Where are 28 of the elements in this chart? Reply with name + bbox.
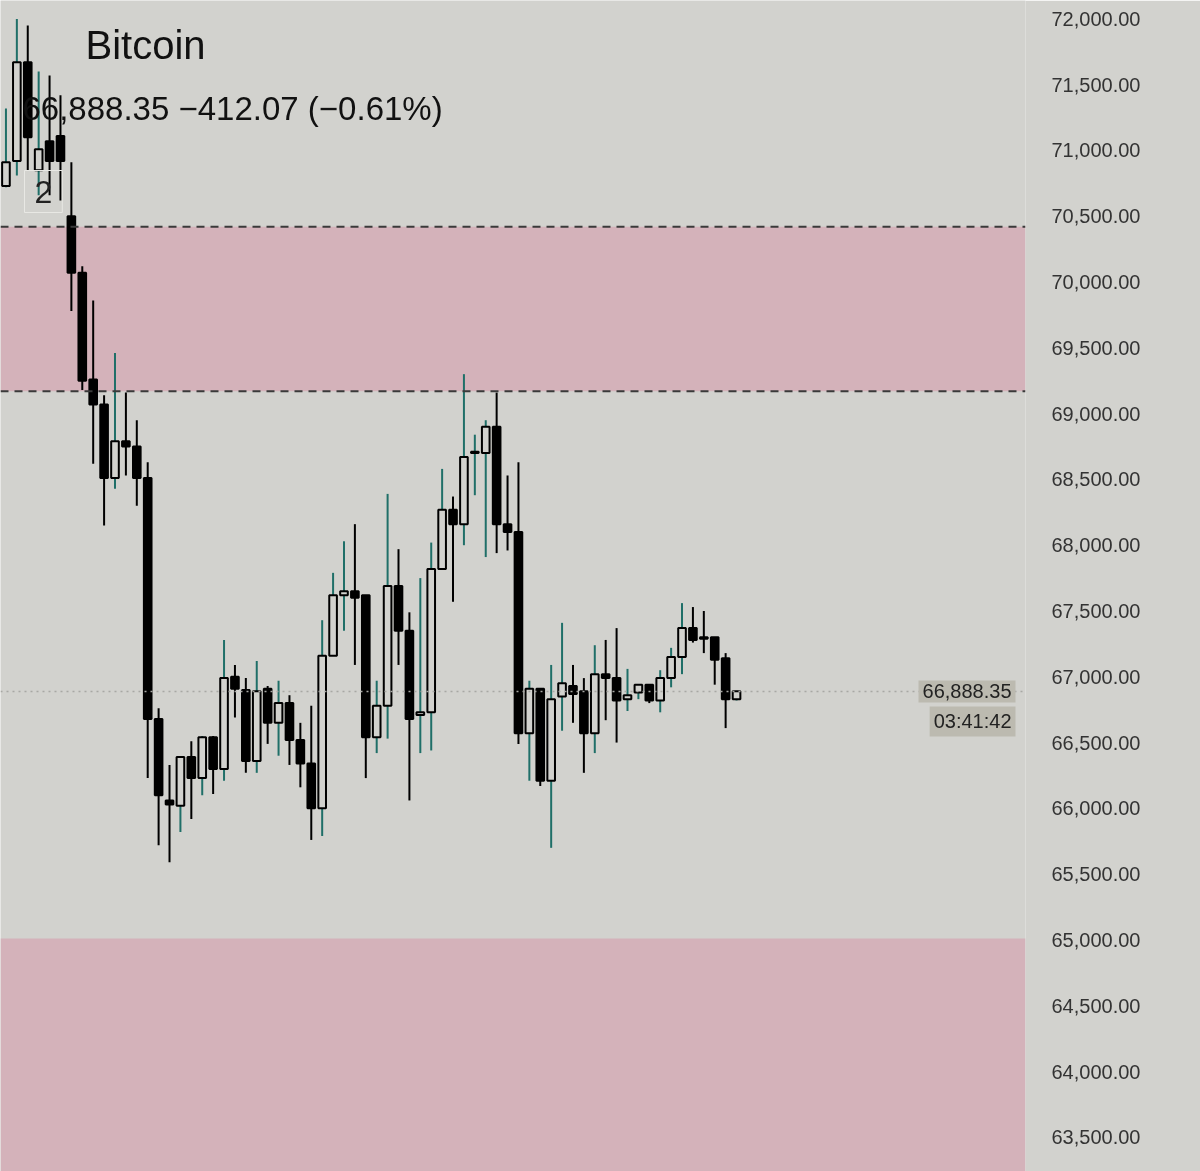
y-tick-label: 68,000.00 (1051, 534, 1141, 557)
y-tick-label: 72,000.00 (1051, 7, 1141, 30)
y-tick-label: 70,500.00 (1051, 205, 1141, 228)
y-tick-label: 71,000.00 (1051, 139, 1141, 162)
y-tick-label: 69,500.00 (1051, 336, 1141, 359)
text: Bitcoin (85, 22, 206, 67)
y-tick-label: 70,000.00 (1051, 271, 1141, 294)
candlestick (164, 763, 175, 864)
y-tick-label: 68,500.00 (1051, 468, 1141, 491)
y-tick-label: 71,500.00 (1051, 73, 1141, 96)
candlestick (273, 679, 284, 757)
y-tick-label: 65,500.00 (1051, 863, 1141, 886)
y-tick-label: 69,000.00 (1051, 402, 1141, 425)
annotation: 2 (34, 173, 53, 210)
candlestick (502, 474, 513, 552)
ref-line-label: 66,888.35 (922, 680, 1012, 703)
candlestick (622, 667, 633, 712)
y-tick-label: 63,500.00 (1051, 1126, 1141, 1149)
y-tick-label: 66,000.00 (1051, 797, 1141, 820)
candlestick (666, 646, 676, 689)
y-tick-label: 64,000.00 (1051, 1060, 1141, 1083)
y-tick-label: 67,000.00 (1051, 665, 1141, 688)
y-tick-label: 66,500.00 (1051, 731, 1141, 754)
y-tick-label: 65,000.00 (1051, 928, 1141, 951)
candlestick (295, 721, 306, 789)
annotation: 03:41:42 (933, 710, 1012, 733)
y-tick-label: 67,500.00 (1051, 600, 1141, 622)
y-tick-label: 64,500.00 (1051, 994, 1141, 1017)
